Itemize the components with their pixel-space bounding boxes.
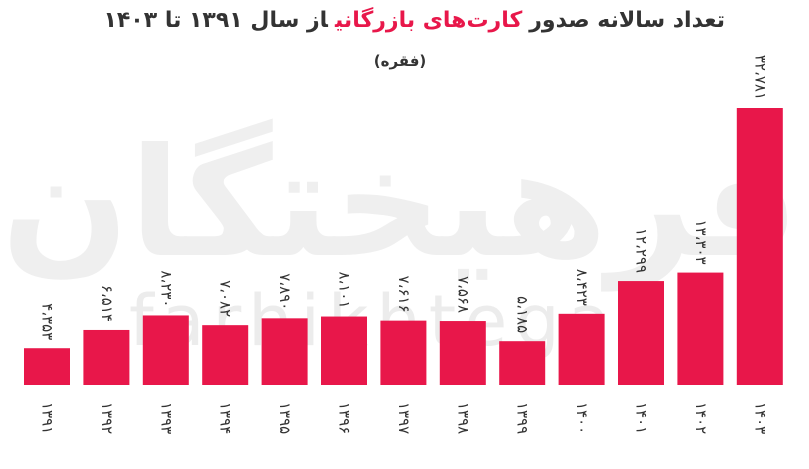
- data-label: ۶،۵۱۴: [98, 285, 116, 322]
- data-label: ۵،۱۸۵: [514, 296, 532, 333]
- data-label: ۷،۵۶۸: [454, 276, 472, 313]
- data-label: ۱۳،۳۰۳: [692, 219, 710, 264]
- title-part: تعداد سالانه صدور: [529, 8, 725, 33]
- bar: [736, 108, 783, 385]
- bar: [261, 318, 308, 385]
- data-label: ۴،۳۵۳: [39, 303, 57, 340]
- x-tick-label: ۱۳۹۵: [276, 402, 294, 434]
- x-tick-label: ۱۳۹۷: [395, 402, 413, 434]
- title-part: از سال ۱۳۹۱ تا ۱۴۰۳: [103, 8, 328, 33]
- x-tick-label: ۱۳۹۳: [157, 402, 175, 434]
- x-tick-label: ۱۳۹۹: [514, 402, 532, 434]
- bar: [142, 315, 189, 385]
- x-tick-label: ۱۳۹۲: [98, 402, 116, 434]
- watermark: فرهیختگان: [1, 117, 799, 292]
- data-label: ۱۲،۲۹۹: [633, 228, 651, 273]
- x-tick-label: ۱۳۹۶: [336, 402, 354, 434]
- bar: [321, 316, 367, 385]
- data-label: ۷،۰۸۲: [217, 280, 235, 317]
- data-label: ۸،۲۳۰: [157, 270, 175, 307]
- x-tick-label: ۱۴۰۲: [692, 402, 710, 434]
- bar: [558, 313, 605, 385]
- title-part: کارت‌های بازرگانی: [334, 8, 523, 33]
- x-tick-label: ۱۴۰۳: [751, 402, 769, 434]
- bar: [499, 341, 546, 385]
- data-label: ۸،۴۲۳: [573, 269, 591, 306]
- data-label: ۷،۸۹۰: [276, 273, 294, 310]
- x-tick-label: ۱۳۹۴: [217, 402, 235, 434]
- chart-subtitle: (فقره): [373, 52, 427, 70]
- bar: [380, 320, 427, 385]
- bar: [202, 325, 249, 385]
- bar: [439, 321, 486, 385]
- bar: [24, 348, 70, 385]
- bar: [618, 281, 664, 385]
- chart-title: تعداد سالانه صدورکارت‌های بازرگانیاز سال…: [96, 8, 725, 33]
- data-label: ۷،۶۱۶: [395, 276, 413, 313]
- x-tick-label: ۱۴۰۰: [573, 402, 591, 434]
- data-label: ۳۲،۷۸۱: [751, 55, 769, 100]
- bar: [677, 272, 724, 385]
- data-label: ۸،۱۰۱: [336, 271, 354, 308]
- x-tick-label: ۱۴۰۱: [633, 402, 651, 434]
- bar: [83, 329, 130, 385]
- x-tick-label: ۱۳۹۸: [454, 402, 472, 434]
- x-tick-label: ۱۳۹۱: [39, 402, 57, 434]
